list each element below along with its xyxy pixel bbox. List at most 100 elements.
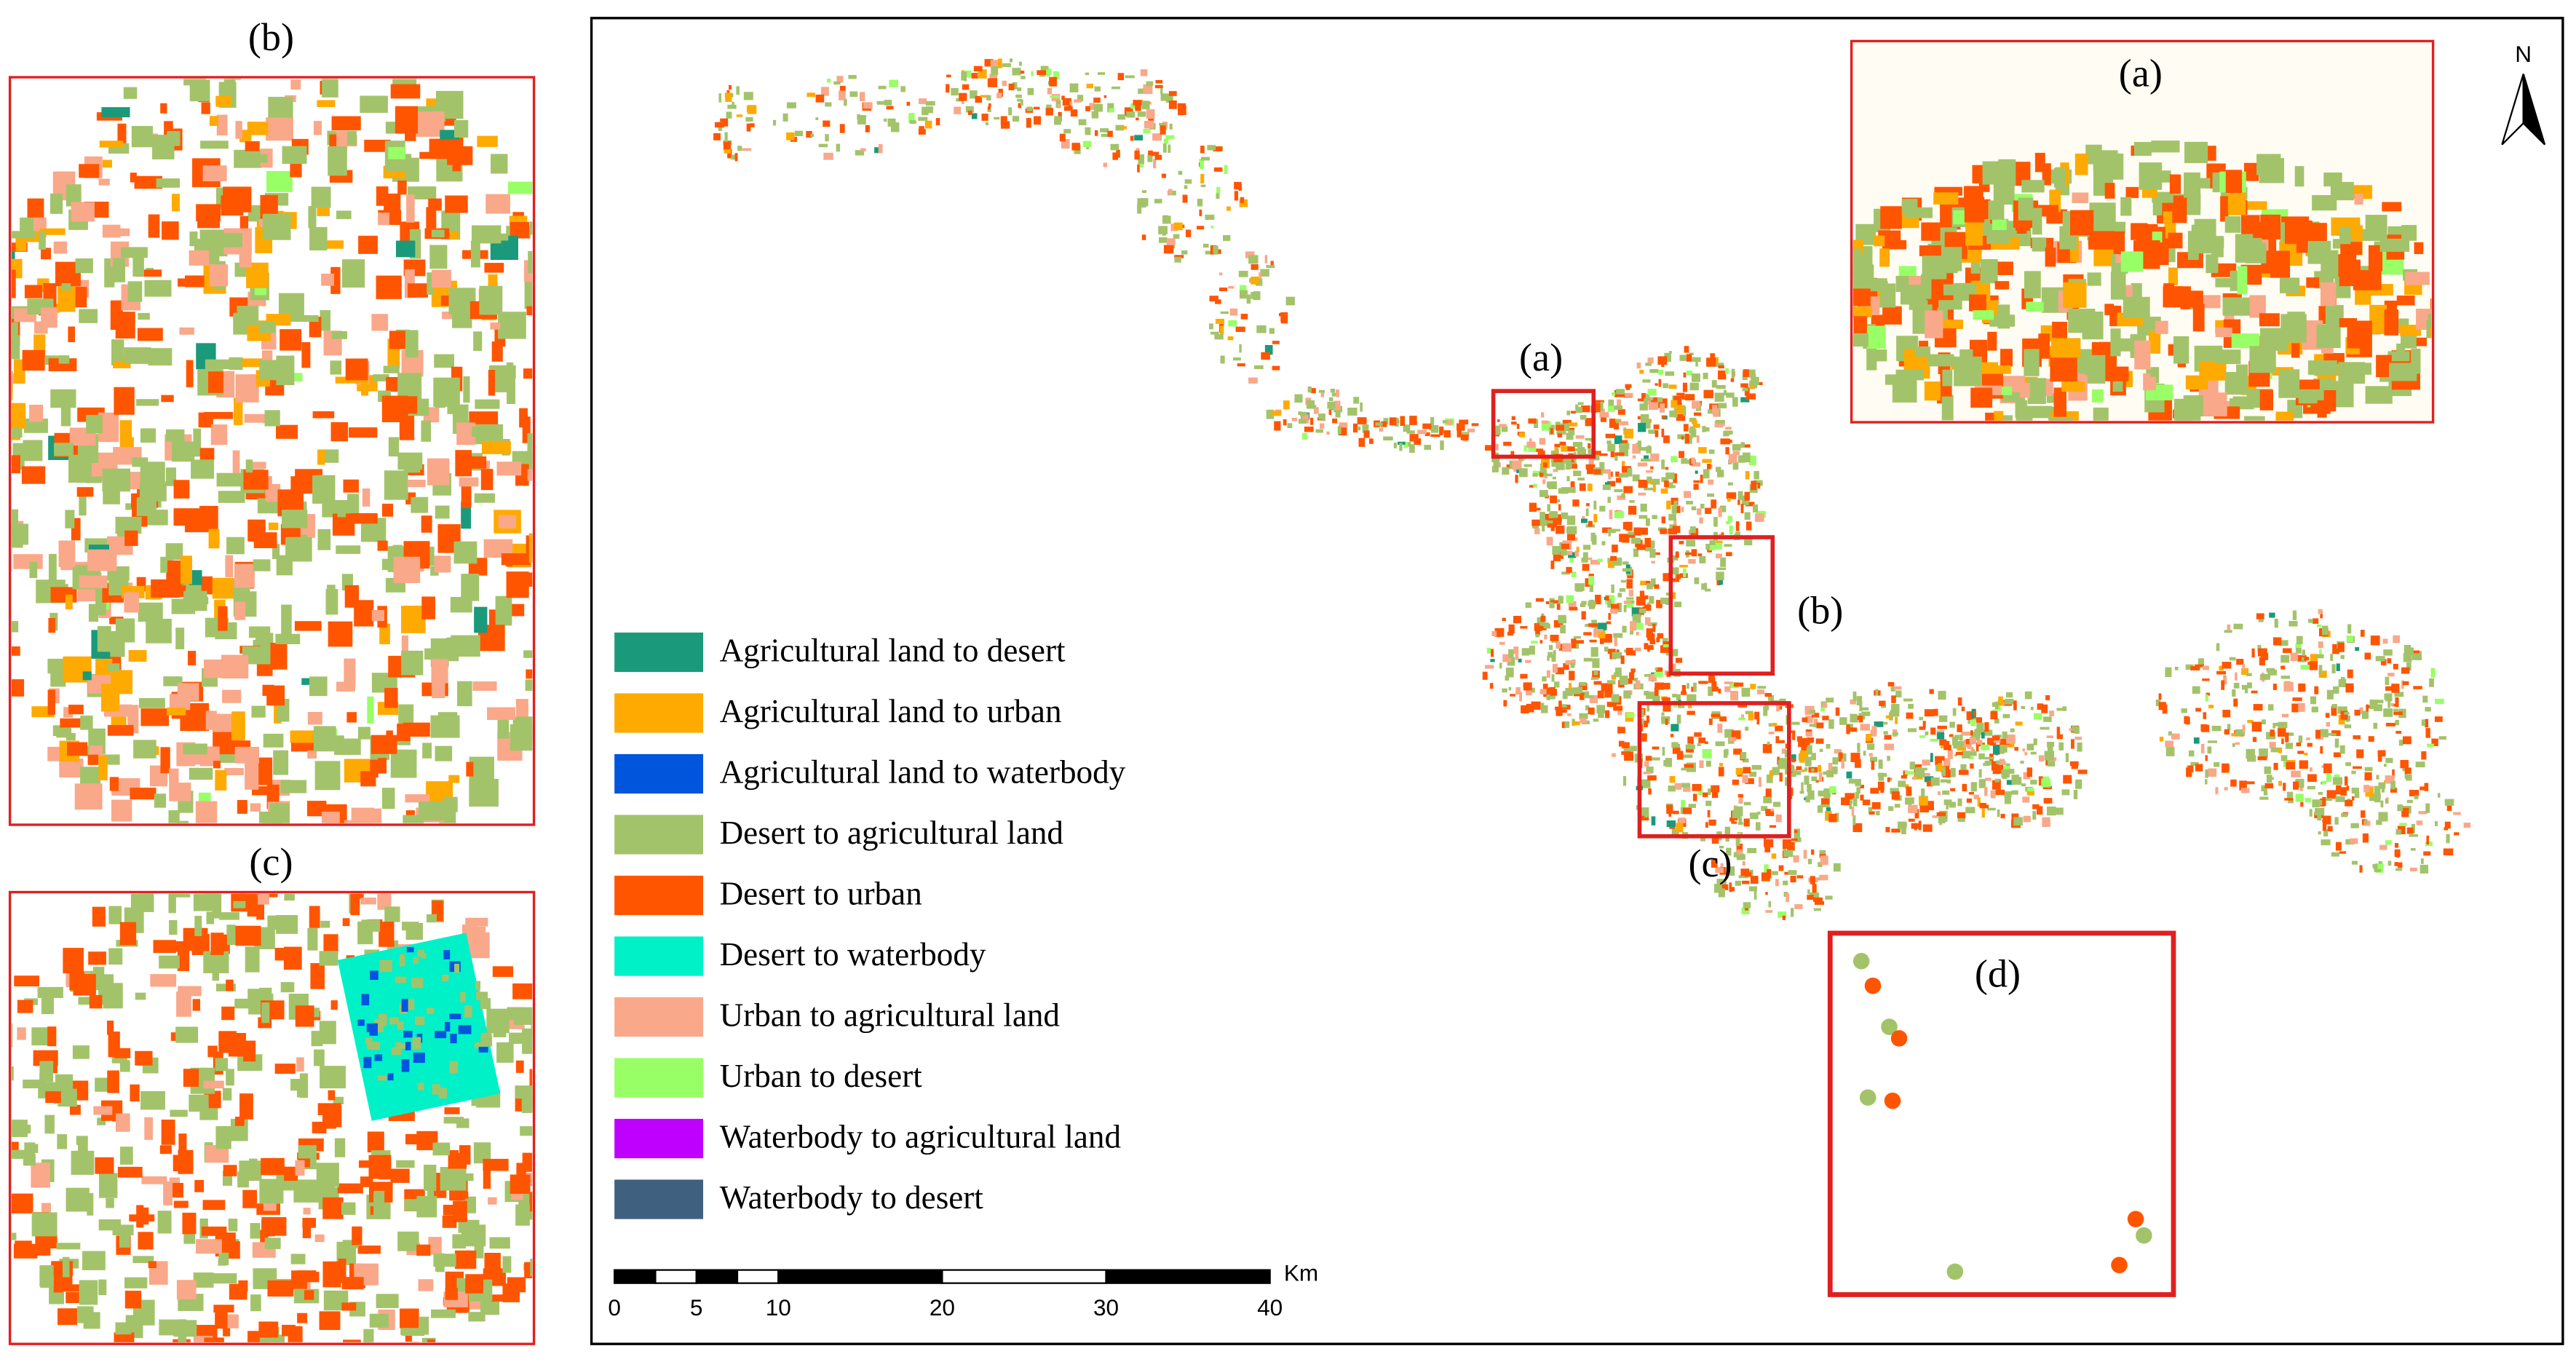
land-patch — [1823, 788, 1831, 799]
land-patch — [68, 326, 75, 343]
land-patch — [553, 1033, 579, 1040]
land-patch — [1959, 349, 1973, 363]
land-patch — [116, 228, 130, 237]
land-patch — [1457, 423, 1465, 431]
land-patch — [2280, 654, 2290, 663]
land-patch — [2087, 272, 2101, 286]
land-patch — [136, 269, 162, 277]
land-patch — [2397, 862, 2403, 868]
land-patch — [1607, 599, 1612, 608]
land-patch — [1565, 460, 1572, 470]
land-patch — [1620, 579, 1626, 583]
land-patch — [290, 730, 317, 743]
land-patch — [1741, 687, 1751, 697]
land-patch — [1109, 108, 1114, 113]
land-patch — [167, 560, 185, 585]
land-patch — [1801, 743, 1807, 751]
land-patch — [2165, 746, 2175, 756]
land-patch — [718, 93, 722, 103]
land-patch — [1607, 496, 1612, 503]
land-patch — [1512, 460, 1522, 470]
land-patch — [1200, 173, 1205, 183]
land-patch — [1908, 703, 1914, 709]
land-patch — [11, 1232, 17, 1240]
land-patch — [2416, 820, 2423, 825]
land-patch — [1726, 492, 1737, 499]
land-patch — [1626, 713, 1635, 718]
land-patch — [1597, 690, 1604, 699]
land-patch — [132, 1256, 154, 1264]
land-patch — [1714, 421, 1724, 428]
land-patch — [281, 604, 292, 635]
land-patch — [2182, 290, 2203, 308]
land-patch — [1147, 155, 1153, 162]
land-patch — [2125, 186, 2139, 199]
land-patch — [1727, 498, 1731, 502]
land-patch — [1973, 710, 1977, 716]
land-patch — [1606, 680, 1616, 685]
land-patch — [2257, 644, 2262, 652]
land-patch — [1689, 526, 1696, 534]
land-patch — [2342, 250, 2357, 264]
land-patch — [418, 801, 445, 821]
land-patch — [1996, 764, 2003, 774]
land-patch — [124, 1291, 142, 1309]
land-patch — [204, 411, 234, 419]
land-patch — [1880, 783, 1885, 793]
land-patch — [2434, 716, 2443, 722]
land-patch — [1651, 816, 1656, 825]
land-patch — [1732, 779, 1739, 785]
land-patch — [1280, 316, 1288, 324]
land-patch — [1763, 706, 1768, 716]
land-patch — [1209, 323, 1213, 330]
land-patch — [1663, 435, 1670, 443]
land-patch — [2069, 728, 2074, 732]
land-patch — [1891, 704, 1900, 714]
land-patch — [2364, 652, 2371, 660]
land-patch — [1816, 722, 1824, 729]
land-patch — [1771, 853, 1777, 859]
land-patch — [1604, 646, 1609, 652]
land-patch — [1884, 735, 1892, 740]
land-patch — [2207, 746, 2212, 754]
land-patch — [1901, 826, 1906, 834]
land-patch — [1646, 581, 1651, 585]
land-patch — [1559, 548, 1567, 556]
land-patch — [1548, 645, 1553, 650]
land-patch — [2425, 707, 2431, 712]
land-patch — [302, 1217, 317, 1228]
land-patch — [1606, 440, 1612, 444]
land-patch — [844, 98, 847, 106]
land-patch — [1855, 779, 1861, 787]
land-patch — [529, 221, 533, 235]
land-patch — [181, 555, 192, 585]
land-patch — [1860, 794, 1864, 801]
land-patch — [2073, 789, 2078, 799]
land-patch — [1302, 432, 1308, 440]
land-patch — [2292, 610, 2297, 620]
land-patch — [2393, 635, 2401, 644]
land-patch — [1676, 694, 1681, 701]
land-patch — [1791, 838, 1798, 842]
land-patch — [1575, 407, 1582, 413]
land-patch — [1650, 478, 1660, 485]
land-patch — [1566, 550, 1573, 555]
land-patch — [357, 1019, 365, 1026]
land-patch — [1606, 702, 1617, 708]
land-patch — [2365, 386, 2393, 404]
land-patch — [322, 79, 338, 98]
land-patch — [233, 900, 246, 908]
land-patch — [2038, 333, 2050, 359]
land-patch — [1922, 759, 1930, 766]
land-patch — [1940, 779, 1947, 783]
land-patch — [461, 574, 480, 601]
land-patch — [2281, 713, 2289, 718]
land-patch — [1686, 354, 1692, 362]
land-patch — [1778, 911, 1787, 918]
land-patch — [737, 146, 742, 151]
land-patch — [2434, 820, 2438, 826]
land-patch — [1628, 505, 1637, 515]
land-patch — [1061, 139, 1070, 149]
land-patch — [1866, 345, 1877, 371]
land-patch — [1701, 583, 1707, 590]
